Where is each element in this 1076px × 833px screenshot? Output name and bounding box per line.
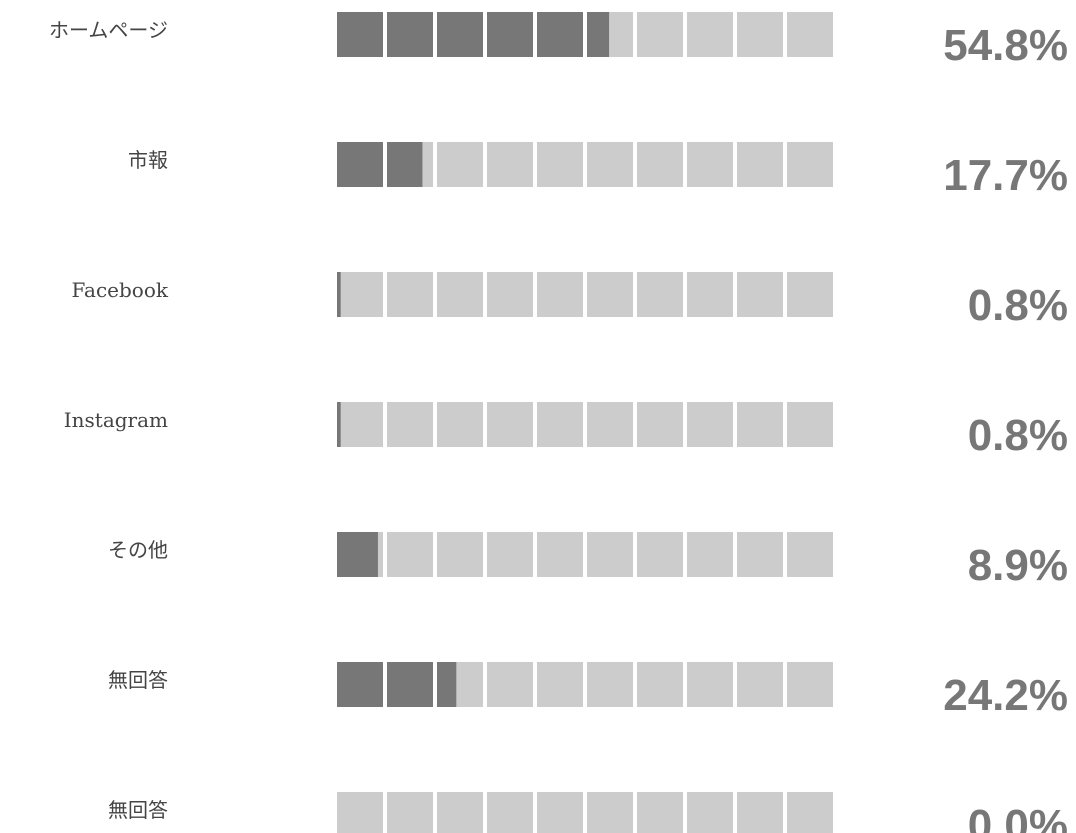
block [337, 272, 383, 317]
block [387, 792, 433, 833]
block [687, 662, 733, 707]
bar-fill [337, 532, 378, 577]
block [687, 272, 733, 317]
block [487, 792, 533, 833]
bar-fill [337, 402, 341, 447]
block [737, 12, 783, 57]
block [387, 402, 433, 447]
block [687, 532, 733, 577]
block [587, 272, 633, 317]
block [737, 792, 783, 833]
block [737, 142, 783, 187]
block [637, 12, 683, 57]
block [437, 272, 483, 317]
block [787, 272, 833, 317]
block [487, 142, 533, 187]
category-label: 無回答 [108, 668, 168, 692]
block [787, 402, 833, 447]
bar-fill [337, 272, 341, 317]
block [587, 142, 633, 187]
block [687, 792, 733, 833]
block [687, 402, 733, 447]
category-label: その他 [108, 538, 168, 562]
value-label: 54.8% [943, 21, 1068, 70]
block [637, 402, 683, 447]
block [787, 532, 833, 577]
block [787, 142, 833, 187]
value-label: 0.8% [968, 281, 1068, 330]
block [587, 662, 633, 707]
block [737, 532, 783, 577]
block [787, 12, 833, 57]
block [637, 662, 683, 707]
block [687, 142, 733, 187]
category-label: 無回答 [108, 798, 168, 822]
block [637, 272, 683, 317]
block [787, 792, 833, 833]
block [437, 402, 483, 447]
block [587, 792, 633, 833]
block [687, 12, 733, 57]
block [337, 792, 383, 833]
category-label: ホームページ [49, 18, 168, 42]
value-label: 8.9% [968, 541, 1068, 590]
block [737, 402, 783, 447]
block [437, 792, 483, 833]
block [437, 142, 483, 187]
block [337, 402, 383, 447]
block [387, 272, 433, 317]
category-label: 市報 [128, 148, 168, 172]
category-label: Instagram [64, 408, 168, 432]
block [637, 532, 683, 577]
value-label: 0.8% [968, 411, 1068, 460]
category-label: Facebook [72, 278, 169, 302]
block [537, 272, 583, 317]
value-label: 0.0% [968, 801, 1068, 833]
block [637, 792, 683, 833]
value-label: 24.2% [943, 671, 1068, 720]
block [587, 402, 633, 447]
block [437, 532, 483, 577]
block [537, 792, 583, 833]
block [537, 532, 583, 577]
bar-fill [337, 662, 457, 707]
block [637, 142, 683, 187]
block [387, 532, 433, 577]
bar-fill [337, 12, 610, 57]
block [787, 662, 833, 707]
block [587, 532, 633, 577]
block [487, 402, 533, 447]
block [487, 532, 533, 577]
block [487, 662, 533, 707]
value-label: 17.7% [943, 151, 1068, 200]
block [537, 402, 583, 447]
block [537, 662, 583, 707]
block [537, 142, 583, 187]
bar-fill [337, 142, 423, 187]
block [487, 272, 533, 317]
block [737, 662, 783, 707]
block [737, 272, 783, 317]
